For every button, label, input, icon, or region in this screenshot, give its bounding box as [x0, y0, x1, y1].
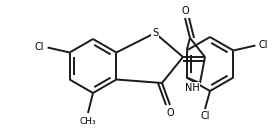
- Text: O: O: [181, 6, 189, 16]
- Text: Cl: Cl: [35, 42, 44, 52]
- Text: Cl: Cl: [200, 111, 210, 121]
- Text: Cl: Cl: [259, 40, 268, 51]
- Text: CH₃: CH₃: [80, 116, 96, 125]
- Text: NH: NH: [185, 83, 199, 93]
- Text: O: O: [166, 108, 174, 118]
- Text: S: S: [152, 28, 158, 38]
